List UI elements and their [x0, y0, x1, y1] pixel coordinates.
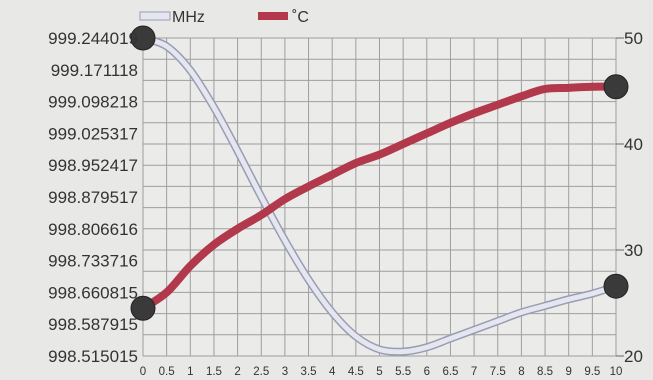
y-left-tick-label: 998.660815 — [48, 283, 138, 302]
y-left-tick-label: 999.171118 — [51, 61, 138, 80]
y-left-tick-label: 998.515015 — [48, 347, 138, 366]
x-tick-label: 4 — [329, 366, 336, 378]
x-tick-label: 8 — [518, 366, 524, 378]
y-left-tick-label: 999.025317 — [48, 124, 138, 143]
data-point-marker — [130, 295, 156, 321]
data-point-marker — [603, 74, 629, 100]
x-tick-label: 0.5 — [159, 366, 175, 378]
y-left-tick-label: 999.098218 — [48, 93, 138, 112]
x-tick-label: 4.5 — [348, 366, 364, 378]
x-axis: 0 0.5 1 1.5 2 2.5 3 3.5 4 4.5 5 5.5 6 6.5 7 7.5 8 8.5 9 9.5… — [140, 366, 623, 378]
x-tick-label: 8.5 — [537, 366, 553, 378]
y-left-tick-label: 998.587915 — [48, 315, 138, 334]
x-tick-label: 2.5 — [253, 366, 269, 378]
series-line-mhz — [140, 35, 619, 355]
x-tick-label: 10 — [610, 366, 623, 378]
y-left-tick-label: 998.733716 — [48, 252, 138, 271]
x-tick-label: 6.5 — [442, 366, 458, 378]
x-tick-label: 1 — [187, 366, 193, 378]
data-point-marker — [130, 25, 156, 51]
x-tick-label: 7 — [471, 366, 477, 378]
x-tick-label: 3 — [282, 366, 288, 378]
x-tick-label: 3.5 — [301, 366, 317, 378]
legend-label-celsius: ˚C — [292, 9, 309, 26]
y-left-tick-label: 998.806616 — [48, 220, 138, 239]
series-line-celsius — [139, 82, 620, 313]
x-tick-label: 1.5 — [206, 366, 222, 378]
y-right-tick-label: 50 — [624, 29, 643, 48]
legend-swatch-mhz — [139, 11, 171, 21]
x-tick-label: 9 — [565, 366, 571, 378]
x-tick-label: 7.5 — [490, 366, 506, 378]
x-tick-label: 2 — [234, 366, 240, 378]
x-tick-label: 9.5 — [584, 366, 600, 378]
y-left-tick-label: 998.952417 — [48, 156, 138, 175]
x-tick-label: 5.5 — [395, 366, 411, 378]
y-right-tick-label: 20 — [624, 347, 643, 366]
legend: MHz ˚C — [139, 9, 309, 26]
y-left-tick-label: 998.879517 — [48, 188, 138, 207]
series-layer — [139, 34, 620, 356]
legend-swatch-celsius — [258, 12, 288, 20]
y-right-axis: 50 40 30 20 — [616, 29, 643, 366]
data-point-marker — [603, 273, 629, 299]
legend-label-mhz: MHz — [172, 9, 205, 26]
y-left-tick-label: 999.244019 — [48, 29, 138, 48]
y-right-tick-label: 40 — [624, 135, 643, 154]
x-tick-label: 5 — [376, 366, 382, 378]
marker-layer — [130, 25, 629, 321]
y-left-axis: 999.244019 999.171118 999.098218 999.025317… — [48, 29, 138, 366]
x-tick-label: 6 — [424, 366, 430, 378]
x-tick-label: 0 — [140, 366, 146, 378]
y-right-tick-label: 30 — [624, 241, 643, 260]
